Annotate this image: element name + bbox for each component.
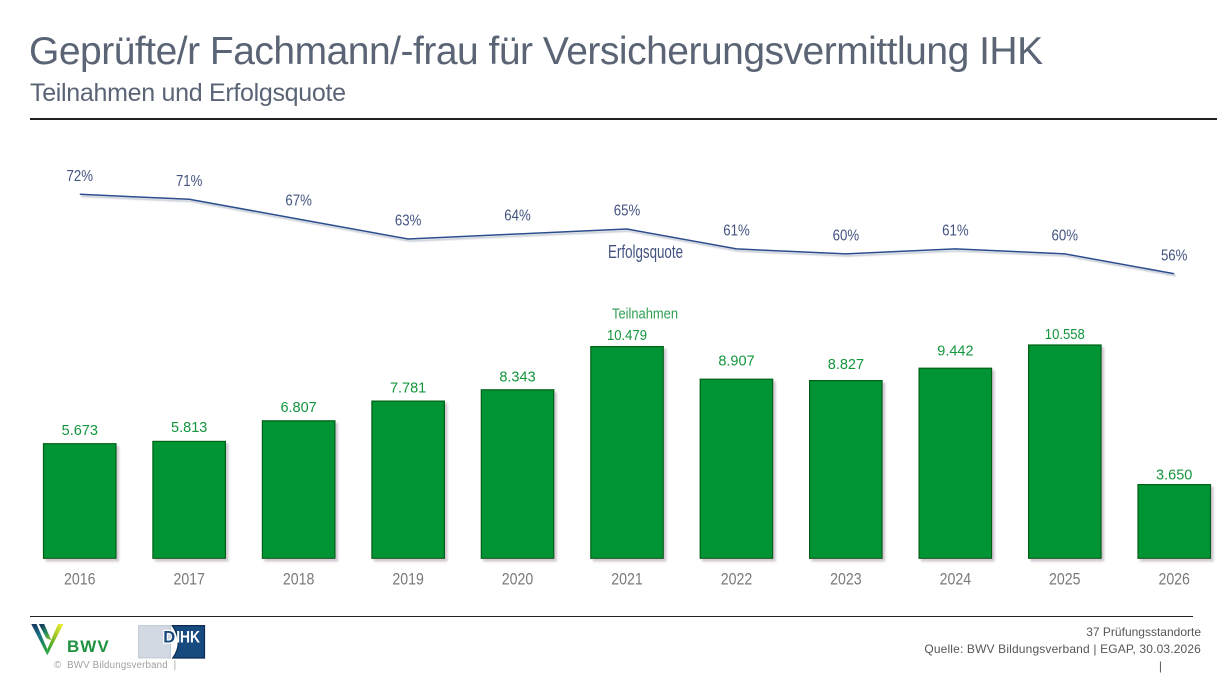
svg-text:60%: 60% [1052,228,1079,245]
svg-text:9.442: 9.442 [937,344,973,360]
svg-text:67%: 67% [285,193,312,210]
svg-text:2026: 2026 [1158,570,1190,589]
svg-text:Erfolgsquote: Erfolgsquote [608,242,683,262]
svg-text:7.781: 7.781 [390,381,426,397]
svg-text:8.827: 8.827 [828,357,864,373]
svg-text:6.807: 6.807 [280,400,316,416]
svg-text:8.907: 8.907 [718,353,754,369]
svg-text:2024: 2024 [940,570,972,589]
svg-text:10.479: 10.479 [607,328,647,344]
svg-text:5.813: 5.813 [171,420,207,436]
svg-text:10.558: 10.558 [1045,327,1085,343]
svg-text:2025: 2025 [1049,570,1081,589]
svg-text:8.343: 8.343 [499,369,535,385]
svg-text:2017: 2017 [173,570,205,589]
svg-text:71%: 71% [176,173,203,190]
svg-text:60%: 60% [833,228,860,245]
svg-text:D: D [163,628,175,646]
svg-text:2019: 2019 [392,570,424,589]
svg-text:2020: 2020 [502,570,534,589]
svg-text:63%: 63% [395,213,422,230]
svg-text:2023: 2023 [830,570,862,589]
svg-text:2016: 2016 [64,570,96,589]
svg-text:3.650: 3.650 [1156,468,1192,484]
svg-text:72%: 72% [67,168,94,185]
svg-text:2018: 2018 [283,570,315,589]
svg-text:2022: 2022 [721,570,753,589]
svg-text:61%: 61% [942,223,969,240]
svg-text:2021: 2021 [611,570,643,589]
svg-text:65%: 65% [614,203,641,220]
svg-text:Teilnahmen: Teilnahmen [612,306,678,323]
svg-text:61%: 61% [723,223,750,240]
svg-text:IHK: IHK [176,628,200,646]
svg-text:64%: 64% [504,208,531,225]
svg-text:56%: 56% [1161,247,1188,264]
svg-text:5.673: 5.673 [62,423,98,439]
